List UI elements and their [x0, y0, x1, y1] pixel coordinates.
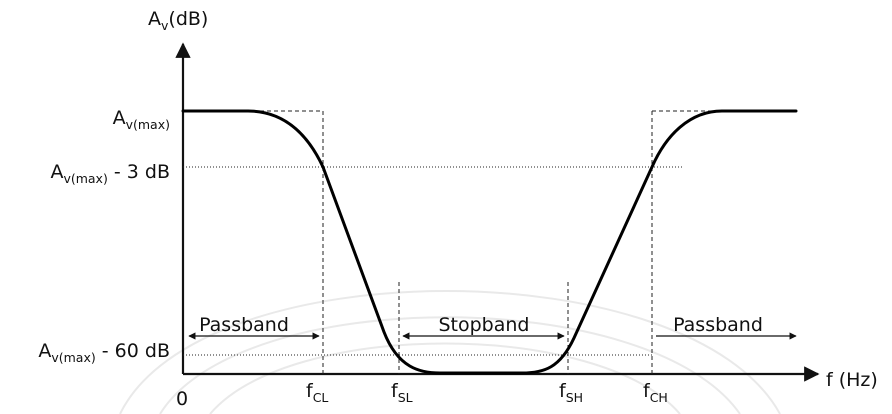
frequency-response-curve	[181, 109, 798, 375]
level-max-subscript: v(max)	[126, 117, 170, 132]
level-minus3-label: Av(max) - 3 dB	[50, 161, 170, 186]
passband-left-label: Passband	[199, 314, 289, 336]
freq-cl-symbol: f	[306, 380, 314, 402]
freq-sl-subscript: SL	[398, 390, 413, 405]
y-axis-subscript: v	[161, 18, 169, 33]
freq-sl-label: fSL	[391, 380, 413, 405]
level-minus60-subscript: v(max)	[51, 350, 95, 365]
level-max-label: Av(max)	[113, 107, 170, 132]
level-minus60-suffix: - 60 dB	[96, 340, 170, 362]
level-max-symbol: A	[113, 107, 126, 129]
freq-sh-symbol: f	[559, 380, 567, 402]
level-minus60-symbol: A	[38, 340, 51, 362]
stopband-label: Stopband	[438, 314, 529, 336]
y-axis-unit: (dB)	[168, 8, 208, 30]
freq-ch-symbol: f	[643, 380, 651, 402]
freq-cl-subscript: CL	[313, 390, 329, 405]
y-axis-title: Av(dB)	[148, 8, 208, 33]
level-minus3-suffix: - 3 dB	[108, 161, 170, 183]
level-minus60-label: Av(max) - 60 dB	[38, 340, 170, 365]
freq-ch-subscript: CH	[650, 390, 668, 405]
watermark-seal	[119, 290, 781, 414]
freq-ch-label: fCH	[643, 380, 668, 405]
freq-cl-label: fCL	[306, 380, 328, 405]
y-axis-symbol: A	[148, 8, 161, 30]
freq-sh-label: fSH	[559, 380, 583, 405]
passband-right-label: Passband	[673, 314, 763, 336]
x-axis-title: f (Hz)	[826, 369, 878, 391]
level-minus3-symbol: A	[50, 161, 63, 183]
level-minus3-subscript: v(max)	[63, 171, 107, 186]
freq-sl-symbol: f	[391, 380, 399, 402]
origin-label: 0	[176, 388, 188, 410]
freq-sh-subscript: SH	[566, 390, 583, 405]
